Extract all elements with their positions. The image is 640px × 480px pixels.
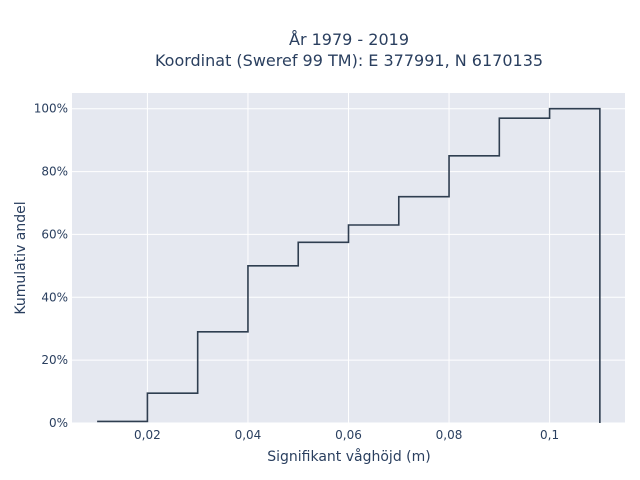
x-axis-label: Signifikant våghöjd (m) (267, 448, 430, 465)
cumulative-step-line (97, 107, 601, 423)
y-tick-label: 20% (41, 353, 68, 367)
grid-lines (72, 93, 625, 424)
y-tick-label: 80% (41, 165, 68, 179)
x-tick-label: 0,06 (335, 428, 362, 442)
x-tick-label: 0,08 (436, 428, 463, 442)
chart-title-line1: År 1979 - 2019 (289, 30, 409, 49)
y-tick-label: 100% (34, 102, 68, 116)
y-tick-label: 60% (41, 227, 68, 241)
x-tick-label: 0,1 (540, 428, 559, 442)
y-tick-label: 40% (41, 290, 68, 304)
y-tick-label: 0% (49, 416, 68, 430)
chart-title-line2: Koordinat (Sweref 99 TM): E 377991, N 61… (155, 51, 543, 70)
x-tick-label: 0,04 (235, 428, 262, 442)
y-tick-labels: 0% 20% 40% 60% 80% 100% (34, 102, 68, 430)
y-axis-label: Kumulativ andel (13, 201, 29, 314)
x-tick-label: 0,02 (134, 428, 161, 442)
x-tick-labels: 0,02 0,04 0,06 0,08 0,1 (134, 428, 559, 442)
